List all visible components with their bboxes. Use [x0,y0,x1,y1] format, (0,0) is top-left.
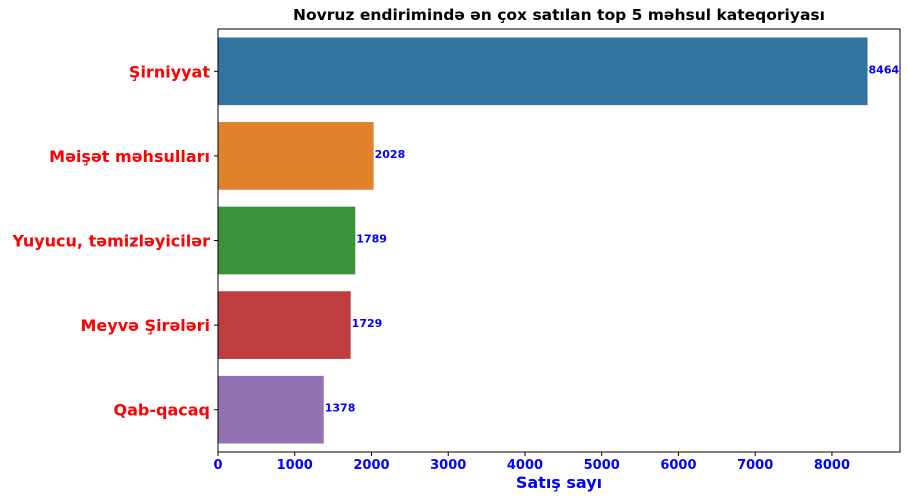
category-label: Meyvə Şirələri [80,316,210,335]
category-label: Məişət məhsulları [49,147,210,166]
bar-value-label: 8464 [869,63,900,76]
x-tick-label: 7000 [737,458,773,473]
bar-value-label: 1789 [356,233,387,246]
x-tick-label: 1000 [277,458,313,473]
x-tick-label: 6000 [660,458,696,473]
x-axis-title: Satış sayı [516,473,602,492]
x-ticks-group: 0 1000 2000 3000 4000 5000 6000 7000 8000 [213,452,850,473]
bar [218,37,868,106]
bar [218,122,374,190]
bar [218,291,351,359]
x-tick-label: 4000 [507,458,543,473]
x-tick-label: 3000 [430,458,466,473]
bar-value-label: 1729 [352,317,383,330]
category-label: Şirniyyat [129,62,210,81]
bars-group: 8464 2028 1789 1729 1378 [218,37,900,444]
bar [218,375,324,444]
bar [218,206,356,275]
category-labels-group: Şirniyyat Məişət məhsulları Yuyucu, təmizl… [11,62,218,420]
x-tick-label: 5000 [584,458,620,473]
bar-value-label: 2028 [375,148,406,161]
x-tick-label: 0 [213,458,222,473]
chart-title: Novruz endirimində ən çox satılan top 5 … [293,6,825,24]
x-tick-label: 2000 [353,458,389,473]
category-label: Qab-qacaq [114,401,210,420]
category-label: Yuyucu, təmizləyicilər [11,232,210,251]
axes-frame [217,28,901,453]
x-tick-label: 8000 [814,458,850,473]
bar-value-label: 1378 [325,402,356,415]
